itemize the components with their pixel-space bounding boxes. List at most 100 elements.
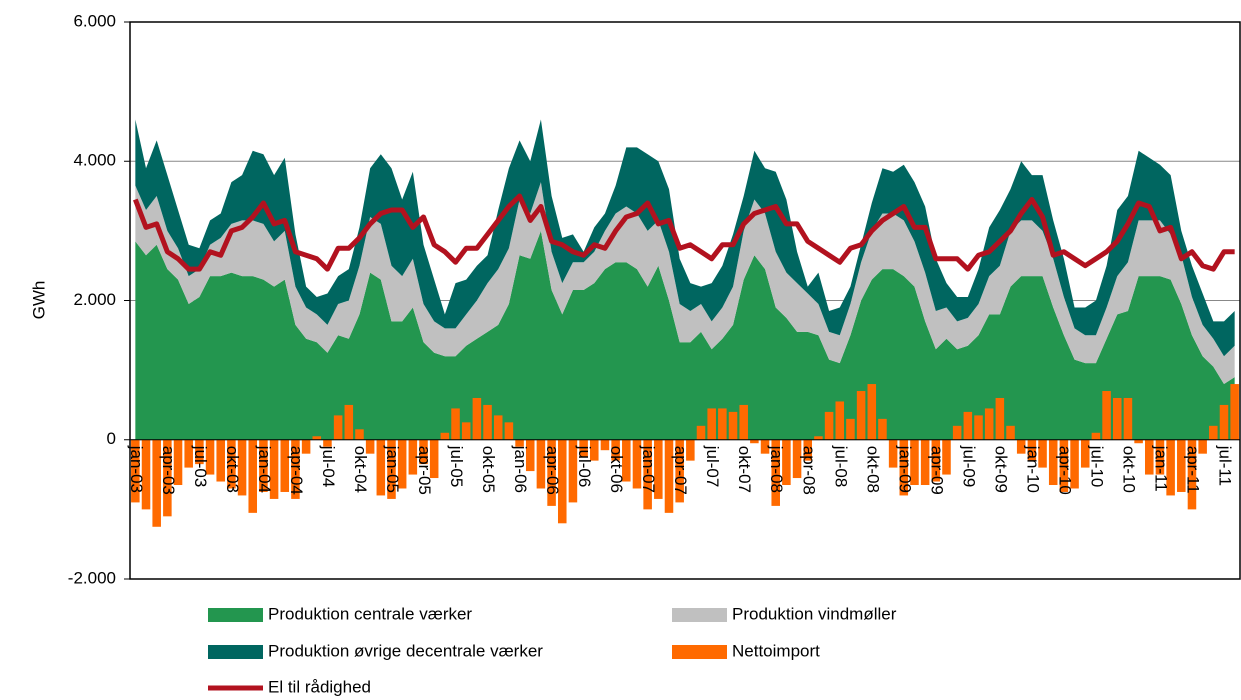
bar	[878, 418, 887, 440]
bar	[1166, 439, 1175, 496]
legend-label: Produktion øvrige decentrale værker	[268, 641, 543, 660]
bar	[1155, 439, 1165, 475]
legend-swatch	[208, 645, 263, 659]
bar	[750, 439, 759, 444]
legend-label: Produktion vindmøller	[732, 604, 897, 623]
x-tick-label: apr-09	[927, 446, 946, 495]
bar	[1177, 439, 1186, 492]
bar	[323, 439, 332, 447]
bar	[995, 397, 1005, 440]
bar	[419, 439, 428, 465]
plot	[131, 119, 1239, 527]
bar	[173, 439, 183, 486]
bar	[1070, 439, 1079, 489]
y-tick-label: 6.000	[73, 11, 116, 30]
bar	[846, 418, 855, 440]
bar	[728, 411, 738, 440]
bar	[579, 439, 588, 458]
axes: -2.000 0 2.000 4.000 6.000 jan-03 apr-03 jul-03…	[68, 11, 1241, 696]
bar	[1102, 391, 1111, 440]
bar	[1145, 439, 1154, 475]
bar	[195, 439, 204, 465]
x-tick-label: apr-11	[1183, 446, 1202, 494]
bar	[461, 422, 471, 440]
line	[133, 193, 1235, 272]
x-tick-label: okt-04	[351, 446, 370, 493]
bar	[974, 415, 983, 440]
bar	[536, 439, 546, 489]
bar	[590, 439, 599, 461]
bar	[259, 439, 268, 492]
bar	[632, 439, 642, 489]
bar	[227, 439, 236, 489]
bar	[920, 439, 930, 486]
bar	[856, 391, 866, 440]
bar	[984, 408, 994, 440]
bar	[141, 439, 151, 510]
bar	[216, 439, 225, 482]
bar	[483, 404, 492, 440]
bar	[387, 439, 396, 499]
bar	[1112, 397, 1122, 440]
x-tick-label: jul-06	[575, 445, 594, 488]
bar	[312, 436, 322, 440]
bar	[515, 439, 524, 447]
bar	[1059, 439, 1069, 492]
bar	[1209, 425, 1218, 440]
bar	[835, 401, 845, 440]
x-tick-label: jan-04	[255, 445, 274, 493]
x-tick-label: jan-08	[767, 445, 786, 493]
bar	[472, 397, 482, 440]
x-tick-label: apr-06	[543, 446, 562, 495]
x-tick-label: jan-07	[639, 445, 658, 493]
bar	[248, 439, 258, 513]
bar	[397, 439, 407, 489]
bar	[440, 432, 450, 440]
bar	[622, 439, 631, 482]
bar	[643, 439, 652, 510]
x-tick-label: jul-11	[1216, 445, 1235, 486]
bar	[888, 439, 898, 468]
area	[135, 230, 1235, 440]
bar	[1080, 439, 1090, 468]
x-tick-label: apr-04	[287, 446, 306, 495]
x-tick-label: okt-09	[991, 446, 1010, 493]
area	[135, 119, 1235, 357]
bar	[429, 439, 439, 479]
x-tick-label: okt-08	[863, 446, 882, 493]
legend-swatch	[208, 608, 263, 622]
x-tick-label: jan-05	[383, 445, 402, 493]
bar	[1038, 439, 1047, 468]
legend-label: El til rådighed	[268, 677, 371, 696]
bar	[1230, 384, 1239, 440]
y-tick-label: 4.000	[73, 151, 116, 170]
x-tick-label: okt-10	[1119, 446, 1138, 493]
plot-frame	[129, 21, 1241, 580]
bar	[333, 415, 343, 440]
x-tick-label: jul-04	[319, 445, 338, 488]
bar	[152, 439, 161, 527]
x-tick-label: apr-03	[159, 446, 178, 495]
bar	[184, 439, 193, 468]
bar	[718, 408, 727, 440]
bar	[952, 425, 962, 440]
x-tick-label: apr-05	[415, 446, 434, 495]
bar	[707, 408, 716, 440]
bar	[1219, 404, 1229, 440]
bar	[301, 439, 311, 454]
bar	[408, 439, 418, 475]
bar	[163, 439, 172, 517]
bar	[376, 439, 386, 496]
bar	[611, 439, 620, 461]
bar	[867, 384, 877, 440]
x-tick-label: jul-10	[1087, 445, 1106, 488]
bar	[664, 439, 674, 513]
y-tick-label: 2.000	[73, 290, 116, 309]
x-tick-label: jul-07	[703, 445, 722, 488]
bar	[131, 439, 140, 503]
x-tick-label: apr-08	[799, 446, 818, 495]
x-tick-label: jul-05	[447, 445, 466, 488]
legend-swatch	[672, 608, 727, 622]
bar	[525, 439, 535, 472]
